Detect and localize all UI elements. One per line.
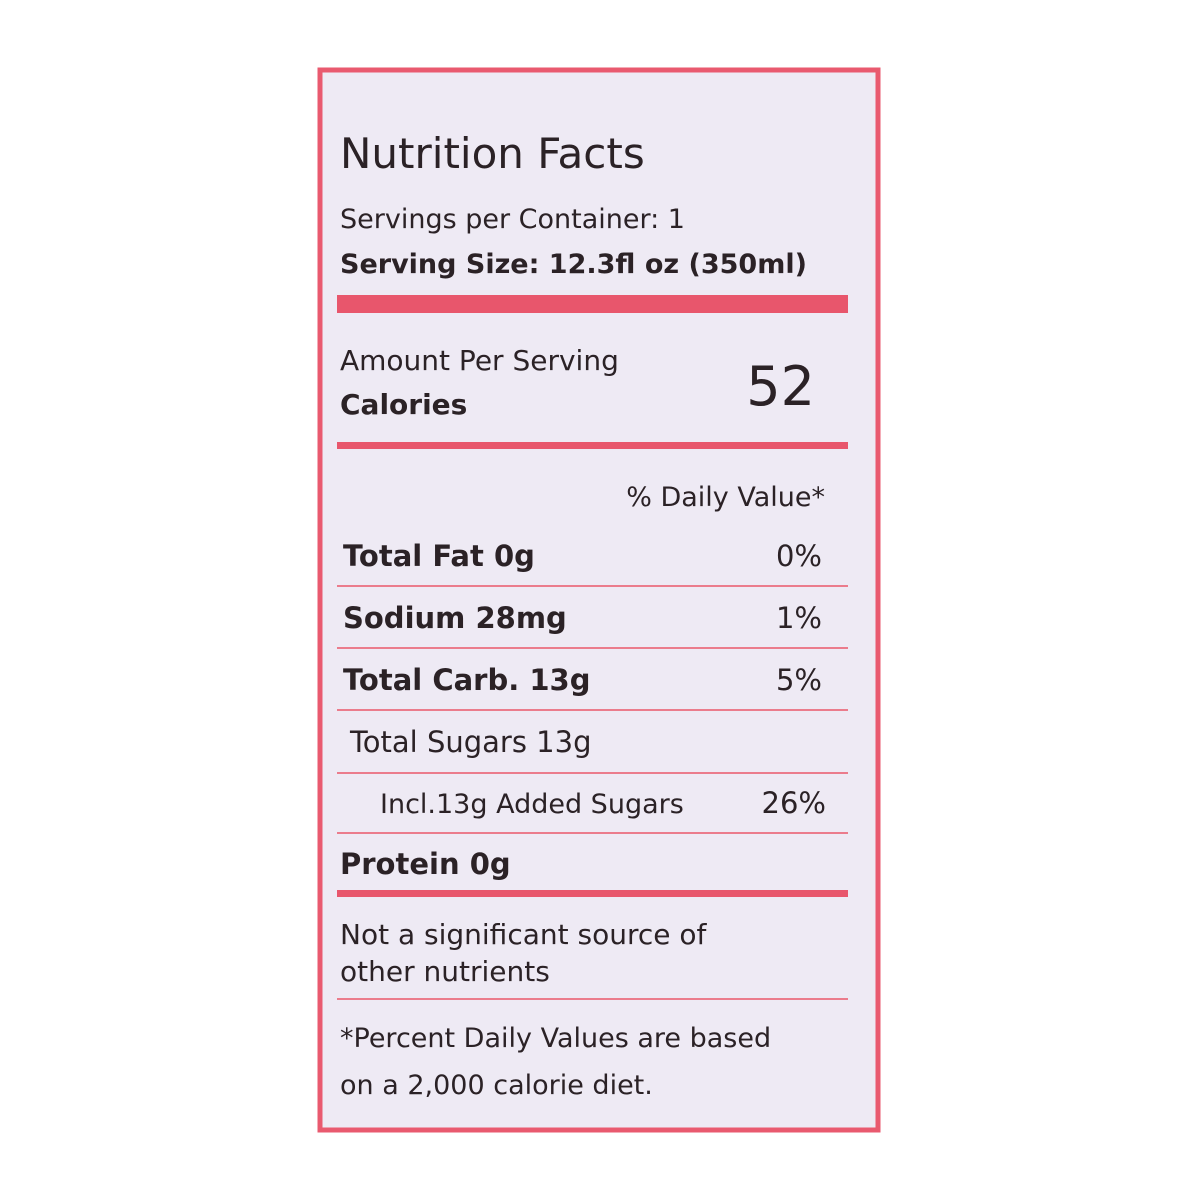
row-name: Total Carb. 13g [343, 663, 590, 697]
footnote: on a 2,000 calorie diet. [340, 1070, 653, 1101]
servings: Servings per Container: 1 [340, 204, 685, 235]
calories-label: Calories [340, 388, 467, 421]
calories-value: 52 [746, 355, 815, 418]
thick-rule [337, 295, 848, 313]
row-name: Total Sugars 13g [349, 725, 591, 759]
note: other nutrients [340, 955, 550, 988]
medium-rule [337, 442, 848, 449]
row-name: Total Fat 0g [343, 539, 535, 573]
amount-per-serving: Amount Per Serving [340, 344, 619, 377]
daily-value-header: % Daily Value* [626, 482, 825, 513]
row-name: Sodium 28mg [343, 601, 567, 635]
note: Not a significant source of [340, 918, 708, 951]
title: Nutrition Facts [340, 129, 645, 178]
row-dv: 0% [776, 539, 822, 573]
row-name: Incl.13g Added Sugars [380, 789, 684, 820]
footnote: *Percent Daily Values are based [340, 1023, 771, 1054]
row-dv: 5% [776, 663, 822, 697]
row-dv: 1% [776, 601, 822, 635]
row-dv: 26% [762, 786, 826, 820]
serving-size: Serving Size: 12.3fl oz (350ml) [340, 249, 807, 280]
row-name: Protein 0g [340, 847, 511, 881]
medium-rule [337, 890, 848, 897]
label-panel [317, 67, 881, 1133]
